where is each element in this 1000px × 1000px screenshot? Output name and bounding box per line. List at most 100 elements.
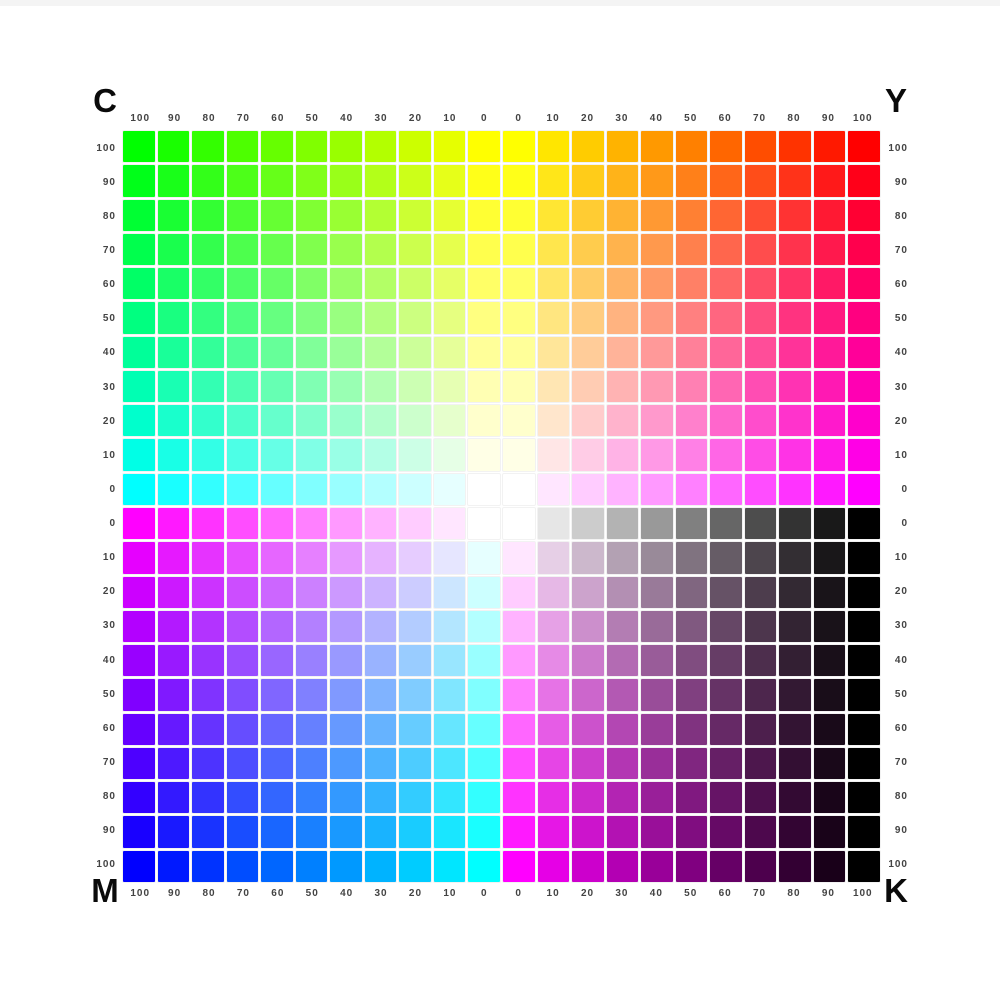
color-swatch [295,713,328,745]
color-swatch [572,645,604,677]
color-swatch [572,576,604,608]
color-swatch [572,713,604,745]
color-swatch [399,268,431,300]
color-swatch [261,713,293,745]
color-swatch [502,645,535,677]
color-swatch [744,782,777,814]
color-swatch [675,713,708,745]
color-swatch [710,302,742,334]
color-swatch [364,165,397,197]
color-swatch [399,473,431,505]
color-swatch [744,473,777,505]
color-swatch [641,370,673,403]
color-swatch [606,782,639,814]
color-swatch [675,405,708,437]
color-swatch [606,816,639,848]
color-swatch [295,610,328,643]
color-swatch [675,747,708,780]
color-swatch [192,268,224,300]
color-swatch [364,679,397,711]
color-swatch [813,370,846,403]
bottom-axis-tick: 70 [753,887,767,899]
corner-label-magenta: M [91,871,119,909]
color-swatch [744,233,777,266]
color-swatch [502,473,535,505]
top-axis-tick: 60 [718,112,732,124]
color-swatch [295,165,328,197]
top-axis-ticks: 100 90 80 70 60 50 40 30 20 10 0 0 10 20 30 40 50 60 70 80 9… [123,111,880,125]
color-swatch [468,233,500,266]
color-swatch [537,199,570,231]
right-axis-tick: 50 [894,313,908,325]
right-axis-tick: 20 [894,415,908,427]
color-swatch [192,473,224,505]
color-swatch [261,679,293,711]
color-swatch [537,747,570,780]
color-swatch [468,576,500,608]
color-swatch [710,199,742,231]
color-swatch [157,199,190,231]
color-swatch [537,302,570,334]
top-axis-tick: 70 [753,112,767,124]
color-swatch [433,131,466,163]
color-swatch [123,816,155,848]
color-swatch [537,850,570,882]
color-swatch [295,542,328,574]
color-swatch [744,131,777,163]
color-swatch [606,439,639,471]
color-swatch [675,131,708,163]
color-swatch [744,816,777,848]
color-swatch [123,165,155,197]
color-swatch [226,576,259,608]
corner-label-black: K [884,871,908,909]
color-swatch [572,165,604,197]
color-swatch [192,405,224,437]
color-swatch [157,850,190,882]
color-swatch [779,268,811,300]
bottom-axis-tick: 0 [481,887,488,899]
right-axis-tick: 0 [901,483,908,495]
bottom-axis-tick: 80 [202,887,216,899]
color-swatch [710,576,742,608]
color-swatch [123,508,155,540]
bottom-axis-tick: 90 [821,887,835,899]
color-swatch [433,576,466,608]
color-swatch [710,850,742,882]
color-swatch [572,370,604,403]
right-axis-tick: 90 [894,825,908,837]
bottom-axis-tick: 100 [130,887,151,899]
color-swatch [364,782,397,814]
color-swatch [330,336,362,368]
color-swatch [192,610,224,643]
color-swatch [710,610,742,643]
color-swatch [157,233,190,266]
color-swatch [330,473,362,505]
color-swatch [261,782,293,814]
top-axis-tick: 40 [340,112,354,124]
color-swatch [779,473,811,505]
color-swatch [675,165,708,197]
color-swatch [192,439,224,471]
bottom-axis-tick: 20 [408,887,423,899]
color-swatch [675,508,708,540]
color-swatch [433,405,466,437]
color-swatch [468,268,500,300]
color-swatch [192,679,224,711]
color-swatch [295,439,328,471]
color-swatch [537,713,570,745]
color-swatch [572,542,604,574]
color-swatch [261,233,293,266]
color-swatch [364,268,397,300]
color-swatch [606,610,639,643]
color-swatch [468,747,500,780]
color-swatch [468,199,500,231]
right-axis-tick: 90 [894,176,908,188]
color-swatch [330,165,362,197]
color-swatch [226,302,259,334]
color-swatch [157,473,190,505]
color-swatch [330,302,362,334]
color-swatch [123,131,155,163]
color-swatch [641,576,673,608]
color-swatch [848,439,880,471]
color-swatch [157,268,190,300]
